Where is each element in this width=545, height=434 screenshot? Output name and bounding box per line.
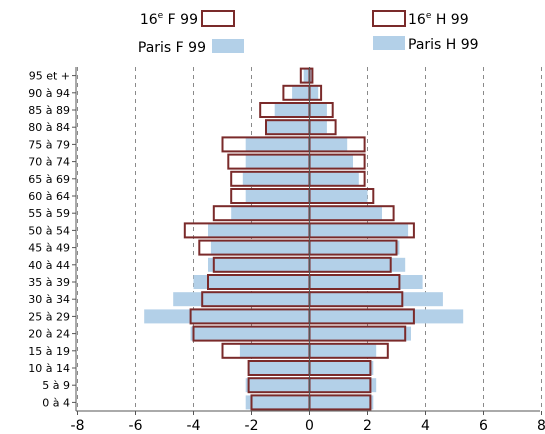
bar-paris-h-99-65-à-69 [309, 171, 359, 186]
y-tick-label: 20 à 24 [28, 328, 70, 341]
y-tick-label: 40 à 44 [28, 259, 70, 272]
y-tick-label: 45 à 49 [28, 242, 70, 255]
legend-label: 16e F 99 [140, 11, 198, 28]
bar-paris-h-99-0-à-4 [309, 395, 374, 410]
bar-paris-h-99-80-à-84 [309, 120, 327, 135]
axes [75, 67, 540, 412]
y-tick-label: 25 à 29 [28, 310, 70, 323]
bar-paris-f-99-90-à-94 [292, 85, 310, 100]
bar-paris-f-99-0-à-4 [245, 395, 310, 410]
y-tick-label: 10 à 14 [28, 362, 70, 375]
y-tick-label: 50 à 54 [28, 224, 70, 237]
legend-swatch [201, 10, 235, 27]
bar-paris-f-99-10-à-14 [248, 361, 310, 375]
bar-paris-h-99-85-à-89 [309, 103, 327, 117]
bar-paris-h-99-25-à-29 [309, 309, 464, 324]
bar-paris-f-99-30-à-34 [173, 292, 310, 307]
x-tick-label: -2 [245, 418, 259, 434]
y-tick-label: 70 à 74 [28, 156, 70, 169]
y-tick-label: 0 à 4 [42, 396, 70, 409]
y-tick-label: 60 à 64 [28, 190, 70, 203]
bar-paris-f-99-20-à-24 [190, 326, 310, 341]
bar-paris-f-99-60-à-64 [245, 189, 310, 203]
bars-16e [183, 67, 415, 411]
y-tick-label: 65 à 69 [28, 173, 70, 186]
bar-paris-f-99-5-à-9 [245, 378, 310, 393]
legend: 16e F 99 16e H 99 Paris F 99 Paris H 99 [138, 10, 479, 56]
x-tick-labels: -8 -6 -4 -2 0 2 4 6 8 [71, 411, 545, 434]
bar-paris-f-99-70-à-74 [245, 154, 310, 169]
x-tick-label: 8 [537, 418, 545, 434]
x-tick-label: 4 [421, 418, 430, 434]
bar-paris-h-99-90-à-94 [309, 85, 319, 100]
bar-paris-h-99-70-à-74 [309, 154, 353, 169]
x-tick-label: 0 [305, 418, 314, 434]
y-tick-label: 5 à 9 [42, 379, 70, 392]
legend-swatch [372, 10, 406, 27]
legend-swatch [212, 39, 244, 53]
bar-paris-h-99-30-à-34 [309, 292, 443, 307]
y-tick-label: 75 à 79 [28, 138, 70, 151]
bar-paris-h-99-60-à-64 [309, 189, 368, 203]
legend-label: 16e H 99 [408, 11, 469, 28]
bar-paris-h-99-5-à-9 [309, 378, 377, 393]
bar-paris-h-99-75-à-79 [309, 137, 348, 152]
bar-paris-h-99-50-à-54 [309, 223, 409, 238]
bar-paris-f-99-35-à-39 [193, 275, 310, 289]
y-tick-labels: 0 à 4 5 à 9 10 à 14 15 à 19 20 à 24 25 à 29 30… [28, 70, 76, 409]
y-tick-label: 85 à 89 [28, 104, 70, 117]
bar-paris-h-99-15-à-19 [309, 343, 377, 358]
x-tick-label: -4 [187, 418, 201, 434]
x-tick-label: -6 [129, 418, 143, 434]
x-tick-label: 6 [479, 418, 488, 434]
bar-paris-h-99-35-à-39 [309, 275, 423, 289]
y-tick-label: 30 à 34 [28, 293, 70, 306]
bar-paris-f-99-65-à-69 [242, 171, 310, 186]
y-tick-label: 80 à 84 [28, 121, 70, 134]
bar-paris-f-99-80-à-84 [266, 120, 310, 135]
bar-paris-h-99-10-à-14 [309, 361, 374, 375]
bar-paris-h-99-55-à-59 [309, 206, 382, 221]
y-tick-label: 90 à 94 [28, 87, 70, 100]
bar-paris-f-99-15-à-19 [239, 343, 310, 358]
y-tick-label: 55 à 59 [28, 207, 70, 220]
bar-paris-f-99-75-à-79 [245, 137, 310, 152]
bar-paris-f-99-45-à-49 [210, 240, 310, 255]
bar-paris-h-99-45-à-49 [309, 240, 400, 255]
legend-swatch [373, 36, 405, 50]
bar-paris-f-99-40-à-44 [208, 257, 310, 272]
bar-paris-h-99-95-et-+ [309, 68, 313, 83]
bar-paris-f-99-55-à-59 [231, 206, 310, 221]
legend-label: Paris H 99 [408, 37, 479, 53]
y-tick-label: 35 à 39 [28, 276, 70, 289]
y-tick-label: 15 à 19 [28, 345, 70, 358]
bars-paris [144, 68, 464, 410]
y-tick-label: 95 et + [29, 70, 70, 83]
bar-paris-f-99-85-à-89 [274, 103, 310, 117]
gridlines [77, 67, 542, 411]
bar-paris-f-99-25-à-29 [144, 309, 310, 324]
x-tick-label: -8 [71, 418, 85, 434]
x-tick-label: 2 [363, 418, 372, 434]
bar-paris-f-99-50-à-54 [208, 223, 310, 238]
bar-paris-f-99-95-et-+ [303, 68, 310, 83]
bar-paris-h-99-20-à-24 [309, 326, 411, 341]
legend-label: Paris F 99 [138, 40, 206, 56]
bar-paris-h-99-40-à-44 [309, 257, 406, 272]
